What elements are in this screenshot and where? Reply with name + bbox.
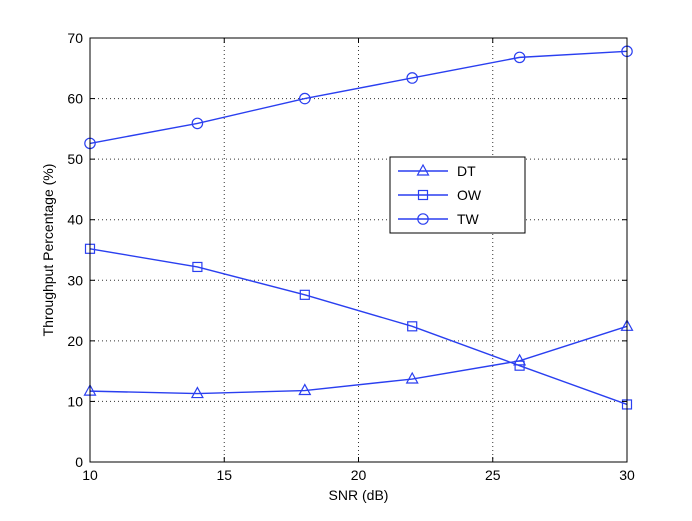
data-point-ow — [192, 261, 203, 273]
x-tick-label: 10 — [82, 467, 98, 483]
grid — [90, 38, 627, 462]
data-point-ow — [407, 321, 418, 332]
data-point-tw — [191, 117, 204, 130]
y-tick-label: 30 — [67, 272, 83, 288]
series-line-tw — [89, 50, 628, 145]
legend-marker-ow — [417, 189, 429, 201]
y-tick-label: 0 — [75, 454, 83, 470]
legend-item-ow: OW — [398, 187, 482, 203]
data-point-tw — [513, 51, 526, 64]
y-axis-label: Throughput Percentage (%) — [40, 164, 56, 337]
data-point-tw — [406, 72, 418, 84]
y-tick-label: 10 — [67, 393, 83, 409]
legend-label-tw: TW — [457, 211, 480, 227]
x-tick-label: 25 — [485, 467, 501, 483]
data-point-tw — [298, 92, 311, 105]
plot-series — [83, 45, 634, 410]
y-tick-label: 60 — [67, 91, 83, 107]
legend-item-tw: TW — [398, 211, 480, 227]
legend-marker-dt — [416, 163, 430, 176]
legend-label-dt: DT — [457, 163, 476, 179]
x-axis-label: SNR (dB) — [329, 487, 389, 503]
y-tick-label: 20 — [67, 333, 83, 349]
series-tw — [84, 45, 633, 150]
x-tick-label: 15 — [216, 467, 232, 483]
legend: DT OW TW — [389, 156, 526, 234]
data-point-dt — [405, 371, 419, 384]
data-point-dt — [513, 353, 527, 366]
data-point-dt — [190, 386, 204, 399]
x-tick-label: 30 — [619, 467, 635, 483]
y-tick-label: 50 — [67, 151, 83, 167]
legend-marker-tw — [417, 213, 429, 225]
data-point-ow — [299, 289, 310, 300]
series-line-ow — [89, 248, 628, 406]
legend-label-ow: OW — [457, 187, 482, 203]
series-line-dt — [89, 325, 628, 395]
y-tick-label: 70 — [67, 30, 83, 46]
y-tick-label: 40 — [67, 212, 83, 228]
data-point-dt — [298, 383, 312, 396]
x-tick-label: 20 — [351, 467, 367, 483]
data-point-ow — [514, 360, 525, 371]
series-ow — [84, 243, 633, 410]
legend-item-dt: DT — [398, 163, 476, 179]
